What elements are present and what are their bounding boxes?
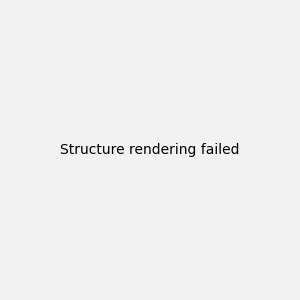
Text: Structure rendering failed: Structure rendering failed <box>60 143 240 157</box>
